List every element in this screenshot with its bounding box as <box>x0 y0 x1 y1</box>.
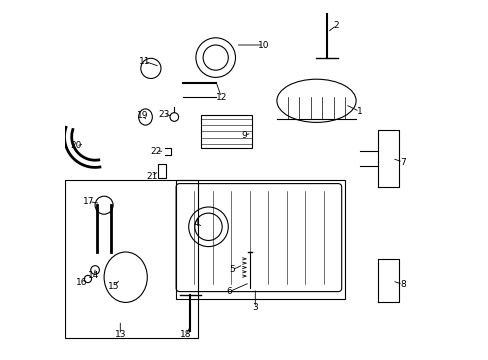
Text: 23: 23 <box>158 110 169 119</box>
Text: 17: 17 <box>83 197 95 206</box>
Bar <box>176 180 345 299</box>
Text: 4: 4 <box>193 219 198 228</box>
Text: 22: 22 <box>150 147 162 156</box>
Text: 5: 5 <box>228 266 234 275</box>
Text: 16: 16 <box>76 278 87 287</box>
Text: 7: 7 <box>399 158 405 166</box>
Text: 15: 15 <box>108 282 120 291</box>
Bar <box>201 115 251 148</box>
Text: 10: 10 <box>257 41 269 50</box>
Text: 18: 18 <box>180 330 191 339</box>
Text: 13: 13 <box>114 330 126 339</box>
Text: 14: 14 <box>88 271 100 280</box>
Bar <box>64 180 197 338</box>
Text: 2: 2 <box>333 21 339 30</box>
Text: 9: 9 <box>241 131 247 140</box>
Text: 12: 12 <box>215 93 227 102</box>
Text: 3: 3 <box>252 303 258 312</box>
Text: 19: 19 <box>137 111 148 120</box>
Text: 20: 20 <box>70 141 81 150</box>
Bar <box>158 164 166 178</box>
Text: 21: 21 <box>145 172 157 181</box>
Text: 1: 1 <box>356 107 362 116</box>
Text: 11: 11 <box>139 57 150 66</box>
Text: 6: 6 <box>226 287 232 296</box>
Text: 8: 8 <box>399 280 405 289</box>
